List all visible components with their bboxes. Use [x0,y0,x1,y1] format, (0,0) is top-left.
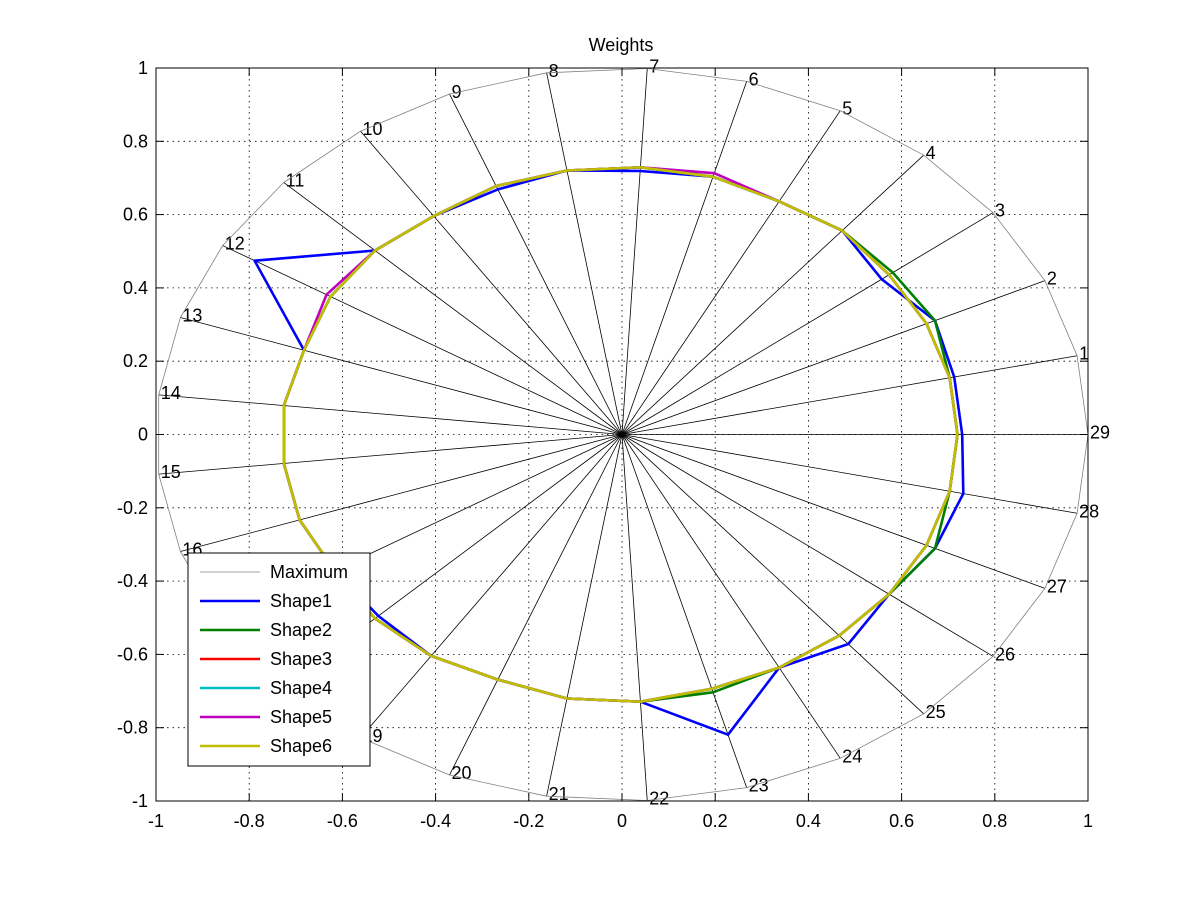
spoke-label: 2 [1047,269,1057,289]
y-tick-label: -0.4 [117,571,148,591]
legend-label: Shape5 [270,707,332,727]
legend: Maximum Shape1 Shape2 Shape3 Shape4 Shape5 Sha… [188,553,370,766]
x-tick-label: -0.2 [513,811,544,831]
spoke-label: 20 [452,763,472,783]
x-tick-label: 0.4 [796,811,821,831]
spoke-label: 6 [749,69,759,89]
legend-label: Maximum [270,562,348,582]
legend-label: Shape2 [270,620,332,640]
spoke-label: 8 [549,61,559,81]
spoke-label: 15 [161,462,181,482]
x-tick-label: -1 [148,811,164,831]
y-tick-label: -0.2 [117,498,148,518]
spoke-label: 14 [161,383,181,403]
spoke-label: 26 [995,644,1015,664]
spoke-label: 24 [842,746,862,766]
y-tick-label: 0.2 [123,351,148,371]
legend-label: Shape6 [270,736,332,756]
spoke-label: 29 [1090,423,1110,443]
y-tick-label: 0.4 [123,278,148,298]
spoke-label: 25 [926,702,946,722]
legend-label: Shape3 [270,649,332,669]
x-tick-label: -0.4 [420,811,451,831]
spoke-label: 28 [1079,501,1099,521]
chart-title: Weights [589,35,654,55]
spoke-label: 22 [649,788,669,808]
x-tick-label: 1 [1083,811,1093,831]
y-tick-label: -0.6 [117,644,148,664]
spoke-label: 7 [649,57,659,77]
spoke-label: 12 [225,234,245,254]
legend-label: Shape4 [270,678,332,698]
x-tick-label: 0.8 [982,811,1007,831]
y-tick-label: -1 [132,791,148,811]
spoke-label: 27 [1047,576,1067,596]
x-tick-label: 0.2 [703,811,728,831]
spoke-label: 4 [926,143,936,163]
legend-label: Shape1 [270,591,332,611]
y-tick-label: -0.8 [117,718,148,738]
x-tick-label: 0 [617,811,627,831]
y-tick-label: 0.6 [123,205,148,225]
y-tick-label: 0 [138,425,148,445]
spoke-label: 5 [842,99,852,119]
x-tick-label: -0.6 [327,811,358,831]
y-tick-label: 1 [138,58,148,78]
x-tick-label: 0.6 [889,811,914,831]
spoke-label: 11 [286,170,305,190]
x-tick-label: -0.8 [234,811,265,831]
y-tick-label: 0.8 [123,131,148,151]
